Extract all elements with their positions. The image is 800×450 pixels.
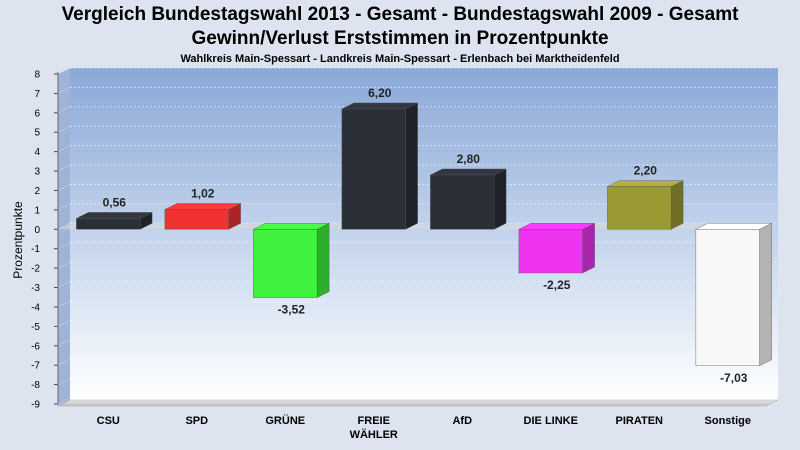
y-tick-label: 6 bbox=[34, 108, 40, 119]
value-label: 2,80 bbox=[457, 152, 481, 166]
y-tick-label: 8 bbox=[34, 70, 40, 81]
bar-side bbox=[582, 222, 595, 274]
y-tick-label: 2 bbox=[34, 186, 40, 197]
value-label: -7,03 bbox=[720, 371, 748, 385]
bar-front bbox=[341, 108, 406, 230]
x-tick-label: CSU bbox=[97, 415, 120, 427]
bar-front bbox=[518, 229, 583, 274]
bar-top bbox=[430, 168, 507, 176]
chart-subtitle: Wahlkreis Main-Spessart - Landkreis Main… bbox=[180, 53, 620, 65]
bar-top bbox=[253, 223, 330, 230]
value-label: 6,20 bbox=[368, 86, 392, 100]
plot-floor bbox=[57, 399, 779, 407]
value-label: -3,52 bbox=[278, 303, 306, 317]
bar-top bbox=[518, 223, 595, 230]
chart-title: Vergleich Bundestagswahl 2013 - Gesamt -… bbox=[61, 4, 739, 25]
bar-top bbox=[76, 212, 153, 219]
y-tick-label: 1 bbox=[34, 205, 40, 216]
bar-side bbox=[759, 222, 772, 367]
bar-side bbox=[493, 168, 507, 230]
value-label: 0,56 bbox=[103, 195, 127, 209]
y-tick-label: -3 bbox=[31, 283, 40, 294]
y-tick-label: -9 bbox=[31, 400, 40, 411]
plot-background bbox=[70, 68, 778, 400]
y-tick-label: -8 bbox=[31, 380, 40, 391]
bar-side bbox=[405, 102, 418, 230]
x-tick-label: FREIE bbox=[358, 415, 390, 427]
bar-csu bbox=[76, 212, 153, 230]
x-tick-label: SPD bbox=[185, 415, 208, 427]
y-tick-label: -5 bbox=[31, 322, 40, 333]
bar-top bbox=[607, 180, 684, 187]
value-label: 2,20 bbox=[634, 164, 658, 178]
y-axis-label: Prozentpunkte bbox=[11, 201, 25, 279]
x-tick-label: Sonstige bbox=[705, 415, 751, 427]
bar-top bbox=[164, 203, 241, 210]
y-tick-label: 4 bbox=[34, 147, 40, 158]
y-tick-label: 5 bbox=[34, 128, 40, 139]
bar-front bbox=[76, 218, 141, 230]
bar-spd bbox=[164, 203, 241, 230]
bar-front bbox=[607, 186, 672, 230]
bar-grüne bbox=[253, 222, 330, 298]
bar-front bbox=[430, 174, 495, 230]
bar-die-linke bbox=[518, 222, 595, 274]
bar-piraten bbox=[607, 180, 684, 230]
x-tick-label: AfD bbox=[452, 415, 472, 427]
x-tick-label: DIE LINKE bbox=[524, 415, 578, 427]
plot-side-wall bbox=[58, 68, 70, 406]
value-label: 1,02 bbox=[191, 186, 215, 200]
x-tick-label: WÄHLER bbox=[350, 428, 398, 441]
value-label: -2,25 bbox=[543, 278, 571, 292]
bar-side bbox=[670, 180, 684, 230]
y-tick-label: 3 bbox=[34, 167, 40, 178]
bar-front bbox=[164, 209, 229, 230]
y-tick-label: -2 bbox=[31, 264, 40, 275]
x-tick-label: GRÜNE bbox=[265, 414, 305, 427]
bar-afd bbox=[430, 168, 507, 230]
y-tick-label: -6 bbox=[31, 341, 40, 352]
chart-title-line-2: Gewinn/Verlust Erststimmen in Prozentpun… bbox=[191, 28, 609, 49]
x-tick-label: PIRATEN bbox=[616, 415, 664, 427]
bar-sonstige bbox=[695, 222, 772, 367]
bar-top bbox=[695, 223, 772, 230]
bar-front bbox=[253, 229, 318, 298]
bar-front bbox=[695, 229, 760, 366]
y-tick-label: 0 bbox=[34, 225, 40, 236]
y-tick-label: -4 bbox=[31, 302, 40, 313]
bar-freie-wähler bbox=[341, 102, 418, 230]
bar-side bbox=[316, 222, 330, 298]
y-tick-label: 7 bbox=[34, 89, 40, 100]
y-tick-label: -1 bbox=[31, 244, 40, 255]
y-tick-label: -7 bbox=[31, 361, 40, 372]
bar-top bbox=[341, 102, 418, 110]
